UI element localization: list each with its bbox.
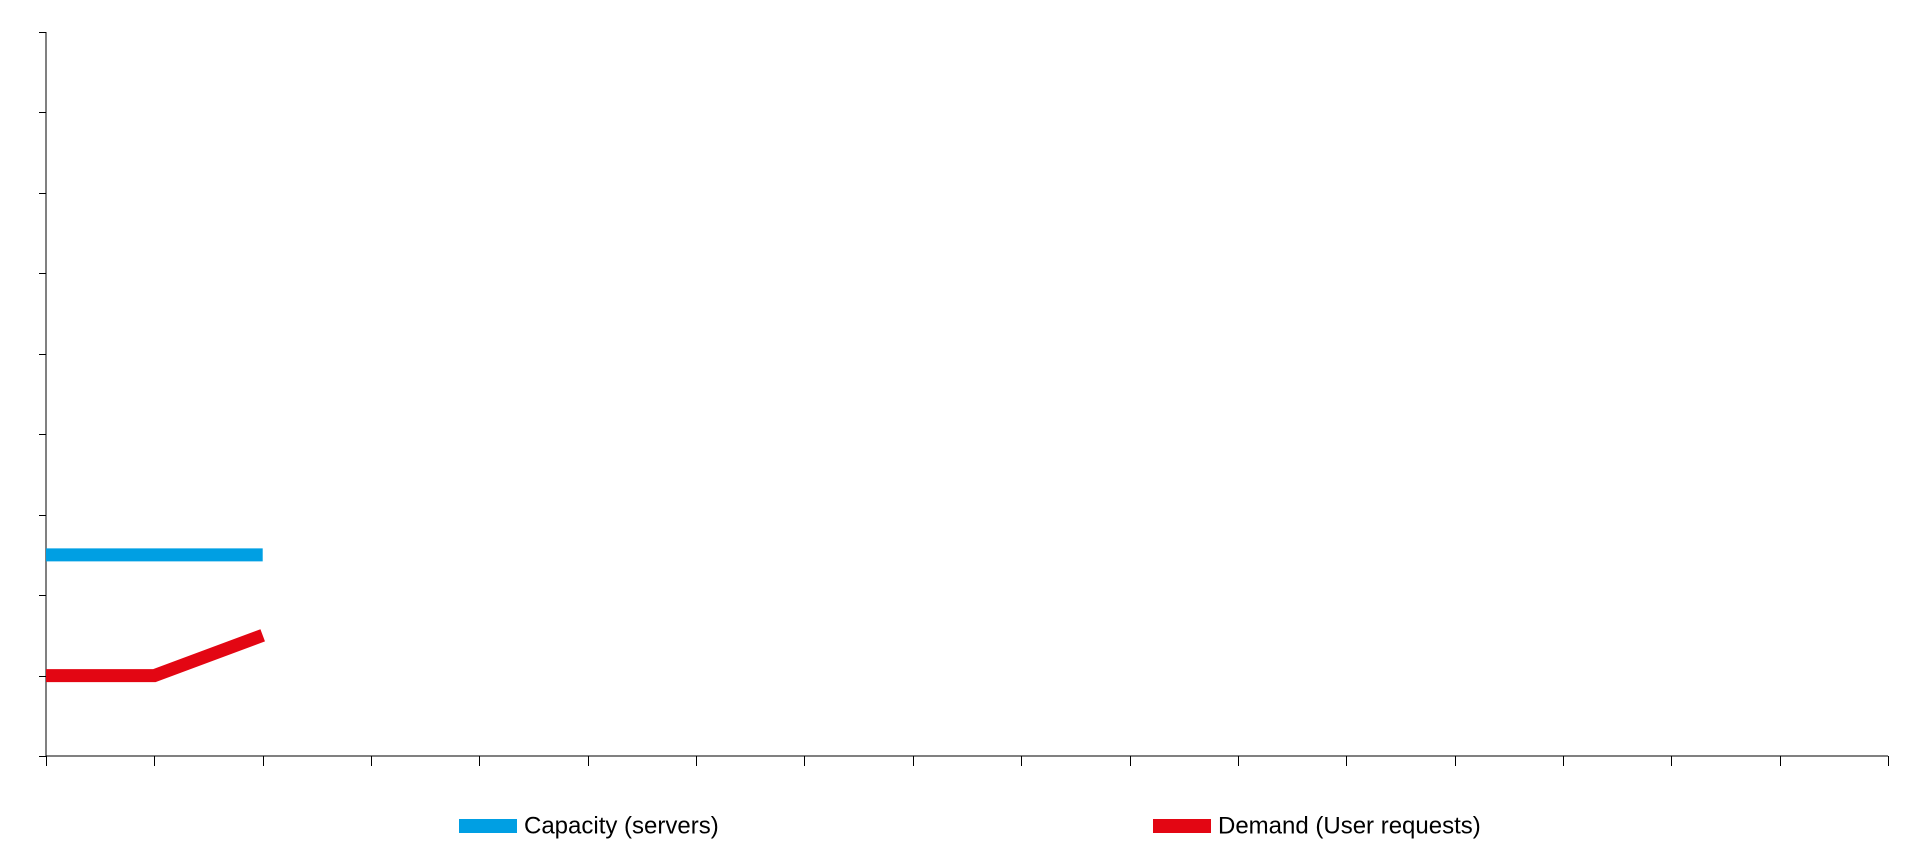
legend: Capacity (servers) Demand (User requests) (459, 812, 1481, 839)
series-layer (46, 548, 265, 683)
legend-label-capacity: Capacity (servers) (524, 812, 719, 839)
legend-swatch-demand (1153, 819, 1211, 833)
axes (39, 32, 1889, 766)
legend-label-demand: Demand (User requests) (1218, 812, 1481, 839)
legend-swatch-capacity (459, 819, 517, 833)
series-line-demand (46, 629, 265, 683)
